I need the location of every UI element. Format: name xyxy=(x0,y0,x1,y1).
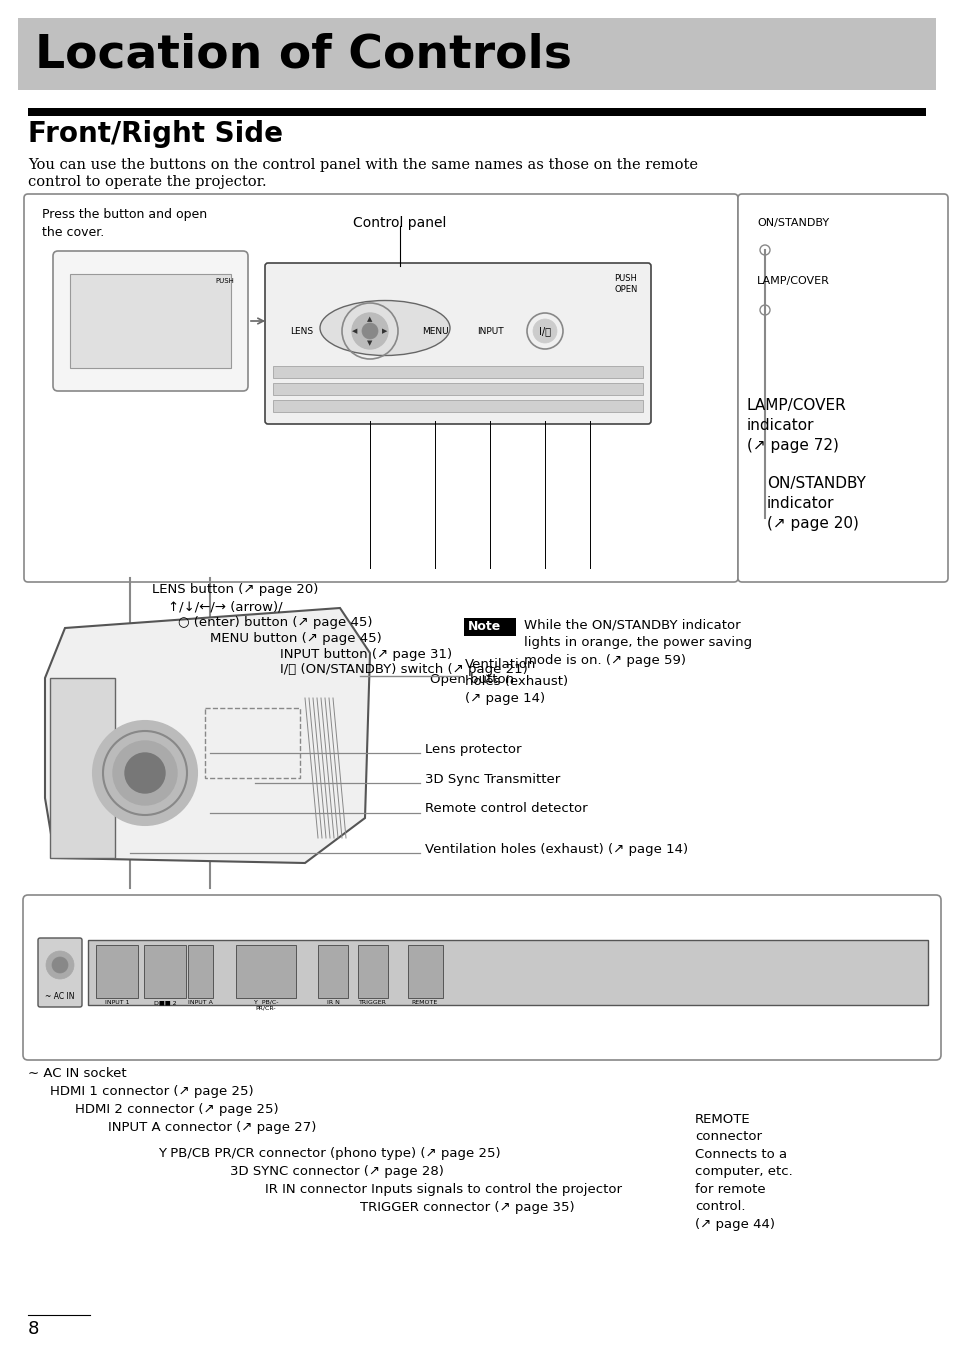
Text: I/⏻ (ON/STANDBY) switch (↗ page 21): I/⏻ (ON/STANDBY) switch (↗ page 21) xyxy=(280,662,527,676)
Text: INPUT button (↗ page 31): INPUT button (↗ page 31) xyxy=(280,648,452,661)
Text: HDMI 1 connector (↗ page 25): HDMI 1 connector (↗ page 25) xyxy=(50,1086,253,1098)
Text: 8: 8 xyxy=(28,1320,39,1338)
Text: ON/STANDBY
indicator
(↗ page 20): ON/STANDBY indicator (↗ page 20) xyxy=(766,476,865,530)
Text: PUSH
OPEN: PUSH OPEN xyxy=(614,274,637,295)
Text: IR N: IR N xyxy=(326,1000,339,1005)
Text: Y PB/CB PR/CR connector (phono type) (↗ page 25): Y PB/CB PR/CR connector (phono type) (↗ … xyxy=(158,1146,500,1160)
Text: REMOTE: REMOTE xyxy=(412,1000,437,1005)
Circle shape xyxy=(533,319,557,343)
Bar xyxy=(273,383,642,395)
Text: I/⏻: I/⏻ xyxy=(538,326,551,337)
Text: D■■ 2: D■■ 2 xyxy=(153,1000,176,1005)
Text: MENU: MENU xyxy=(421,326,448,335)
Text: LAMP/COVER: LAMP/COVER xyxy=(757,276,829,287)
Bar xyxy=(357,945,388,998)
FancyBboxPatch shape xyxy=(738,193,947,581)
Text: LENS: LENS xyxy=(290,326,313,335)
Text: IR IN connector Inputs signals to control the projector: IR IN connector Inputs signals to contro… xyxy=(265,1183,621,1197)
Text: PUSH: PUSH xyxy=(214,279,233,284)
Circle shape xyxy=(52,957,68,973)
Text: 3D Sync Transmitter: 3D Sync Transmitter xyxy=(424,772,559,786)
Bar xyxy=(463,618,516,635)
Bar xyxy=(408,945,442,998)
Bar xyxy=(28,108,925,116)
Text: Y  PB/C-
PR/CR-: Y PB/C- PR/CR- xyxy=(253,1000,278,1011)
Circle shape xyxy=(46,950,74,979)
Circle shape xyxy=(112,741,177,804)
Bar xyxy=(50,677,115,859)
Bar xyxy=(205,708,299,777)
Bar xyxy=(144,945,186,998)
Text: INPUT: INPUT xyxy=(476,326,503,335)
Text: TRIGGER connector (↗ page 35): TRIGGER connector (↗ page 35) xyxy=(359,1201,574,1214)
FancyBboxPatch shape xyxy=(38,938,82,1007)
Bar xyxy=(88,940,927,1005)
FancyBboxPatch shape xyxy=(53,251,248,391)
Text: ~ AC IN: ~ AC IN xyxy=(45,992,74,1000)
Circle shape xyxy=(361,323,377,339)
Text: INPUT 1: INPUT 1 xyxy=(105,1000,129,1005)
Circle shape xyxy=(352,314,388,349)
FancyBboxPatch shape xyxy=(24,193,738,581)
Bar xyxy=(273,366,642,379)
Text: Remote control detector: Remote control detector xyxy=(424,803,587,815)
Text: ON/STANDBY: ON/STANDBY xyxy=(757,218,828,228)
Text: INPUT A: INPUT A xyxy=(188,1000,213,1005)
Text: REMOTE
connector
Connects to a
computer, etc.
for remote
control.
(↗ page 44): REMOTE connector Connects to a computer,… xyxy=(695,1113,792,1232)
Text: control to operate the projector.: control to operate the projector. xyxy=(28,174,266,189)
Text: MENU button (↗ page 45): MENU button (↗ page 45) xyxy=(210,631,381,645)
Bar xyxy=(96,945,138,998)
Text: Location of Controls: Location of Controls xyxy=(35,32,572,78)
Text: ▶: ▶ xyxy=(382,329,387,334)
Bar xyxy=(317,945,348,998)
Text: While the ON/STANDBY indicator
lights in orange, the power saving
mode is on. (↗: While the ON/STANDBY indicator lights in… xyxy=(523,618,751,667)
Bar xyxy=(273,400,642,412)
Text: Open button: Open button xyxy=(430,673,514,685)
Polygon shape xyxy=(45,608,370,863)
Text: 3D SYNC connector (↗ page 28): 3D SYNC connector (↗ page 28) xyxy=(230,1165,443,1178)
Text: TRIGGER: TRIGGER xyxy=(358,1000,387,1005)
Bar xyxy=(188,945,213,998)
Text: HDMI 2 connector (↗ page 25): HDMI 2 connector (↗ page 25) xyxy=(75,1103,278,1115)
Text: ◀: ◀ xyxy=(352,329,357,334)
Text: Press the button and open
the cover.: Press the button and open the cover. xyxy=(42,208,207,239)
FancyBboxPatch shape xyxy=(23,895,940,1060)
Text: ○ (enter) button (↗ page 45): ○ (enter) button (↗ page 45) xyxy=(178,617,372,629)
Text: You can use the buttons on the control panel with the same names as those on the: You can use the buttons on the control p… xyxy=(28,158,698,172)
Text: LENS button (↗ page 20): LENS button (↗ page 20) xyxy=(152,583,318,596)
Circle shape xyxy=(92,721,196,825)
FancyBboxPatch shape xyxy=(265,264,650,425)
Text: Ventilation holes (exhaust) (↗ page 14): Ventilation holes (exhaust) (↗ page 14) xyxy=(424,842,687,856)
Text: ↑/↓/←/→ (arrow)/: ↑/↓/←/→ (arrow)/ xyxy=(168,600,282,612)
Circle shape xyxy=(125,753,165,794)
Bar xyxy=(70,274,231,368)
Text: Control panel: Control panel xyxy=(353,216,446,230)
Text: LAMP/COVER
indicator
(↗ page 72): LAMP/COVER indicator (↗ page 72) xyxy=(746,397,846,453)
Text: ▲: ▲ xyxy=(367,316,373,322)
Text: Lens protector: Lens protector xyxy=(424,742,521,756)
Text: ∼ AC IN socket: ∼ AC IN socket xyxy=(28,1067,127,1080)
Text: Note: Note xyxy=(468,621,500,634)
Text: INPUT A connector (↗ page 27): INPUT A connector (↗ page 27) xyxy=(108,1121,316,1134)
Text: Front/Right Side: Front/Right Side xyxy=(28,120,283,147)
Text: Ventilation
holes (exhaust)
(↗ page 14): Ventilation holes (exhaust) (↗ page 14) xyxy=(464,658,568,704)
Bar xyxy=(235,945,295,998)
Text: ▼: ▼ xyxy=(367,339,373,346)
Bar xyxy=(18,18,935,91)
Ellipse shape xyxy=(319,300,450,356)
